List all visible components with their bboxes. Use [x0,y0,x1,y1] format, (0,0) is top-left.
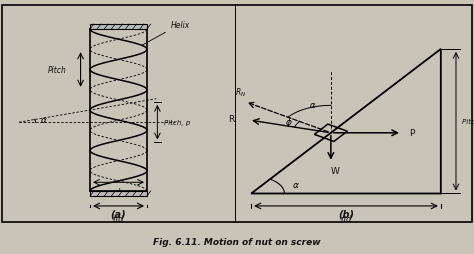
Bar [90,191,147,196]
Bar [90,25,147,30]
Text: $\alpha$: $\alpha$ [309,101,316,110]
Text: $\phi$: $\phi$ [285,116,292,129]
Text: Fig. 6.11. Motion of nut on screw: Fig. 6.11. Motion of nut on screw [153,237,321,246]
Text: $\alpha$: $\alpha$ [40,115,48,124]
Text: Pitch: Pitch [47,66,66,75]
Text: Pitch, p: Pitch, p [462,119,474,125]
Text: R: R [228,115,235,124]
Text: $\pi d$: $\pi d$ [340,212,352,223]
Text: P: P [409,129,414,138]
Text: $\alpha$: $\alpha$ [292,181,299,189]
Text: (b): (b) [338,209,354,218]
Text: W: W [331,167,340,176]
Bar [90,30,147,191]
Text: $\pi d$: $\pi d$ [112,212,125,223]
Text: Helix: Helix [142,21,190,46]
Text: $R_N$: $R_N$ [235,86,246,99]
Text: Pitch, p: Pitch, p [164,120,190,126]
Text: (a): (a) [111,209,126,218]
Text: d: d [116,187,121,197]
